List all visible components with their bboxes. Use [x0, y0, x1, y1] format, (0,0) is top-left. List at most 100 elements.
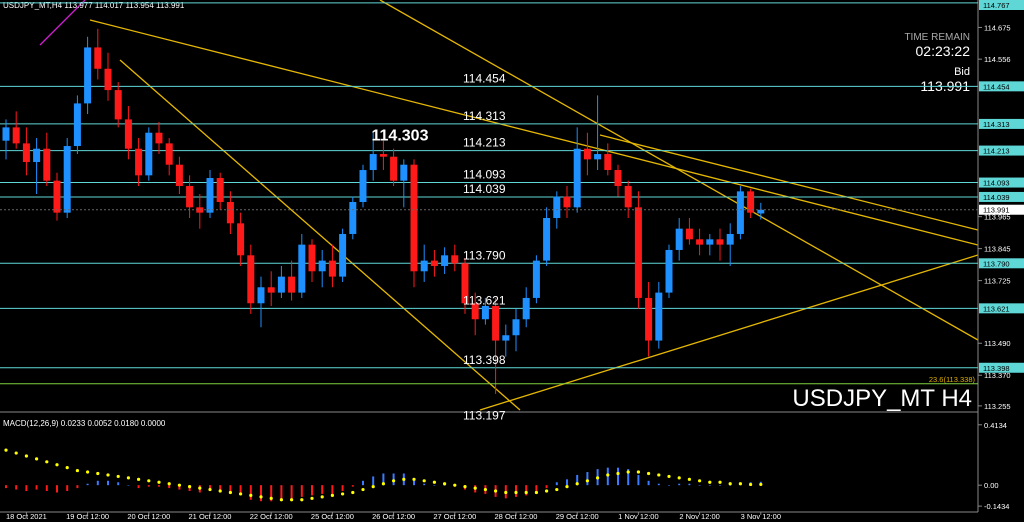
level-label: 114.213 [463, 136, 506, 150]
x-tick-label: 19 Oct 12:00 [66, 512, 109, 521]
candle-body [73, 103, 81, 147]
macd-bar [35, 485, 38, 490]
macd-signal-dot [626, 470, 630, 474]
candle-body [237, 223, 245, 256]
level-label: 114.454 [463, 71, 506, 85]
macd-signal-dot [137, 477, 141, 481]
candle-body [410, 164, 418, 272]
x-tick-label: 28 Oct 12:00 [495, 512, 538, 521]
macd-signal-dot [361, 487, 365, 492]
candle-body [420, 260, 428, 272]
level-box [979, 362, 1024, 373]
macd-bar [127, 485, 130, 486]
macd-signal-dot [687, 477, 692, 481]
macd-bar [729, 485, 732, 486]
candle-body [757, 209, 765, 214]
macd-signal-dot [381, 482, 385, 486]
x-tick-label: 26 Oct 12:00 [372, 512, 415, 521]
macd-bar [290, 485, 293, 500]
macd-bar [249, 485, 252, 500]
candle-body [216, 178, 224, 203]
level-label: 114.039 [463, 182, 506, 196]
macd-signal-dot [310, 496, 314, 500]
timer-label: TIME REMAIN [904, 32, 970, 43]
x-tick-label: 25 Oct 12:00 [311, 512, 354, 521]
macd-signal-dot [157, 480, 161, 484]
candle-body [339, 233, 347, 277]
macd-bar [657, 483, 660, 486]
candle-body [716, 239, 724, 245]
macd-bar [260, 485, 262, 502]
macd-signal-dot [259, 495, 263, 499]
y-tick-label: 114.675 [984, 23, 1011, 32]
macd-bar [300, 485, 303, 497]
x-tick-label: 22 Oct 12:00 [250, 512, 293, 521]
current-price-box [979, 204, 1024, 215]
candle-body [583, 148, 591, 160]
macd-signal-dot [422, 479, 426, 483]
y-tick-label: 113.370 [984, 371, 1011, 380]
macd-signal-dot [14, 451, 18, 455]
macd-signal-dot [738, 482, 743, 486]
level-box-label: 114.454 [983, 82, 1010, 91]
y-tick-label: 114.556 [984, 55, 1011, 64]
x-tick-label: 20 Oct 12:00 [127, 512, 170, 521]
macd-signal-dot [555, 487, 559, 492]
candle-body [298, 244, 306, 293]
candle-body [553, 196, 561, 218]
candle-body [706, 239, 714, 245]
macd-signal-dot [596, 476, 600, 480]
candle-body [196, 207, 204, 213]
macd-signal-dot [341, 492, 345, 496]
candle-body [2, 127, 10, 141]
candle-body [206, 178, 214, 213]
y-tick-label: 113.725 [984, 277, 1011, 286]
level-label: 113.398 [463, 353, 506, 367]
candle-body [124, 119, 132, 149]
trend-lines [39, 0, 978, 411]
level-label: 114.313 [463, 109, 506, 123]
macd-bar [321, 485, 324, 494]
macd-signal-dot [585, 479, 590, 483]
level-label: 113.790 [463, 248, 506, 262]
candle-body [277, 276, 285, 293]
candle-body [430, 260, 438, 266]
macd-bar [137, 485, 140, 489]
macd-bar [229, 485, 232, 493]
macd-bar [586, 472, 589, 486]
level-box [979, 258, 1024, 269]
macd-signal-dot [504, 490, 508, 495]
macd-bar [86, 483, 89, 486]
macd-bar [668, 485, 670, 486]
macd-bar [351, 485, 354, 487]
trend-line [379, 0, 978, 341]
macd-signal-dot [453, 483, 457, 487]
macd-signal-dot [677, 476, 681, 480]
macd-signal-dot [167, 482, 171, 486]
macd-bar [311, 485, 313, 496]
candle-body [594, 154, 602, 160]
macd-signal-dot [351, 490, 355, 495]
level-box [979, 81, 1024, 92]
macd-signal-dot [290, 498, 294, 502]
macd-signal-dot [545, 489, 549, 493]
level-box-label: 114.213 [983, 147, 1010, 156]
macd-signal-dot [392, 479, 396, 483]
macd-signal-dot [606, 473, 610, 477]
chart-title: USDJPY_MT H4 [792, 385, 972, 412]
macd-signal-dot [279, 498, 283, 502]
candle-body [451, 255, 459, 264]
candle-body [614, 170, 622, 187]
macd-bar [66, 485, 69, 492]
macd-bar [617, 467, 619, 486]
candle-body [696, 239, 704, 245]
candle-body [634, 207, 642, 298]
level-label: 114.093 [463, 168, 506, 182]
candle-body [12, 127, 20, 144]
macd-signal-dot [75, 468, 79, 473]
candle-body [114, 90, 122, 120]
candle-body [247, 255, 255, 304]
plot-area [0, 28, 978, 394]
macd-bar [678, 483, 681, 486]
